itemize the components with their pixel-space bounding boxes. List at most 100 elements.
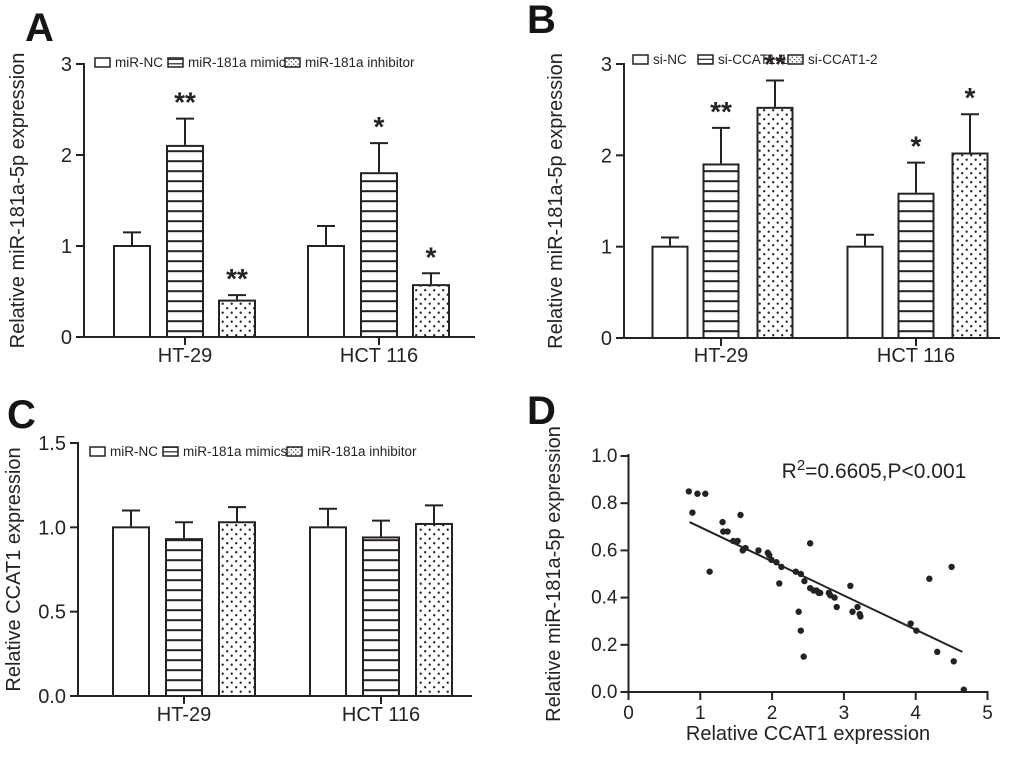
y-axis-title: Relative miR-181a-5p expression xyxy=(543,426,565,722)
bar xyxy=(309,526,347,697)
bar xyxy=(360,172,398,338)
significance-marker: ** xyxy=(764,48,786,79)
legend-label: miR-181a mimics xyxy=(183,444,288,459)
category-label: HT-29 xyxy=(694,345,748,367)
plot-area: 0.0 0.5 1.0 1.5 Relative CCAT1 expression miR… xyxy=(3,433,472,726)
data-point xyxy=(778,563,785,571)
data-point xyxy=(776,580,783,587)
plot-area: 0 1 2 3 4 5 0.0 0.2 0.4 0.6 0.8 1.0 Relative CCAT1 e… xyxy=(543,426,993,745)
panel-d: D 0 1 2 3 4 5 0.0 0.2 0.4 0.6 0.8 1.0 Relative CCAT1… xyxy=(510,379,1020,758)
data-point xyxy=(817,589,824,597)
category-label: HT-29 xyxy=(158,345,212,367)
bar xyxy=(218,521,256,697)
legend-item: si-NC xyxy=(632,52,687,67)
data-point xyxy=(719,518,726,526)
data-point xyxy=(833,603,840,611)
y-tick-label: 2 xyxy=(601,145,612,167)
data-point xyxy=(849,608,856,615)
legend-label: si-CCAT1-2 xyxy=(808,52,878,67)
data-point xyxy=(797,627,805,634)
y-tick-label: 1.5 xyxy=(38,433,66,455)
data-point xyxy=(702,490,709,497)
y-tick-label: 3 xyxy=(601,54,612,76)
plot-area: 0 1 2 3 Relative miR-181a-5p expression miR-N… xyxy=(7,53,475,367)
legend-label: si-NC xyxy=(653,52,687,67)
data-point xyxy=(797,570,805,578)
data-point xyxy=(685,488,693,495)
x-tick-label: 5 xyxy=(982,703,993,724)
x-axis-title: Relative CCAT1 expression xyxy=(686,723,930,745)
panel-d-label: D xyxy=(527,389,556,433)
legend-item: miR-181a mimics xyxy=(167,55,293,70)
data-point xyxy=(755,547,762,554)
legend-swatch-open xyxy=(94,57,111,68)
bar xyxy=(307,245,345,338)
data-point xyxy=(724,528,731,535)
data-point xyxy=(795,608,802,615)
bar xyxy=(846,245,884,340)
data-point xyxy=(768,556,775,564)
y-axis-title: Relative CCAT1 expression xyxy=(3,447,25,691)
data-point xyxy=(913,627,920,634)
y-tick-label: 0.4 xyxy=(591,588,618,609)
data-point xyxy=(737,511,744,519)
y-axis-title: Relative miR-181a-5p expression xyxy=(7,53,29,349)
x-tick-label: 2 xyxy=(767,703,778,724)
category-label: HT-29 xyxy=(157,704,211,726)
legend-swatch-dots xyxy=(284,57,301,68)
bar xyxy=(362,536,400,697)
data-point xyxy=(854,603,861,611)
bar xyxy=(897,192,935,339)
legend-swatch-dots xyxy=(286,446,303,457)
data-point xyxy=(801,577,808,585)
significance-marker: ** xyxy=(710,96,732,127)
data-point xyxy=(950,658,957,665)
data-point xyxy=(857,613,864,620)
legend-label: miR-NC xyxy=(115,55,163,70)
data-point xyxy=(960,686,968,693)
y-tick-label: 0.6 xyxy=(591,540,617,561)
legend-swatch-open xyxy=(632,54,649,65)
category-label: HCT 116 xyxy=(877,345,955,367)
legend-item: si-CCAT1-2 xyxy=(787,52,878,67)
panel-b-label: B xyxy=(527,0,556,42)
bar xyxy=(651,245,689,340)
bar xyxy=(412,284,450,339)
legend-label: miR-181a inhibitor xyxy=(305,55,415,70)
significance-marker: ** xyxy=(226,263,248,294)
y-tick-label: 0.5 xyxy=(38,602,66,624)
panel-b: B 0 1 2 3 Relative miR-181a-5p expression si-… xyxy=(510,0,1020,379)
bar xyxy=(165,538,203,697)
legend-swatch-hlines xyxy=(162,446,179,457)
bar xyxy=(113,245,151,338)
data-point xyxy=(926,575,933,582)
legend-item: miR-181a inhibitor xyxy=(284,55,415,70)
bar-chart-mir181a-expression-siccat1: 0 1 2 3 Relative miR-181a-5p expression si-NC… xyxy=(545,48,1000,367)
data-point xyxy=(742,544,749,552)
x-tick-label: 4 xyxy=(910,703,921,724)
significance-marker: * xyxy=(911,131,922,162)
data-point xyxy=(694,490,701,497)
plot-area: 0 1 2 3 Relative miR-181a-5p expression si-NC… xyxy=(545,48,1000,367)
bar xyxy=(756,106,794,339)
x-tick-label: 3 xyxy=(839,703,850,724)
panel-c: C 0.0 0.5 1.0 1.5 Relative CCAT1 expression m… xyxy=(0,379,510,758)
r-squared-annotation: R2=0.6605,P<0.001 xyxy=(782,457,967,483)
legend-swatch-dots xyxy=(787,54,804,65)
legend-swatch-open xyxy=(89,446,106,457)
legend-label: miR-181a inhibitor xyxy=(307,444,417,459)
bar xyxy=(951,152,989,339)
legend-item: miR-181a mimics xyxy=(162,444,288,459)
y-tick-label: 0 xyxy=(601,328,612,350)
category-label: HCT 116 xyxy=(340,345,418,367)
significance-marker: * xyxy=(426,241,437,272)
significance-marker: ** xyxy=(174,87,196,118)
legend-item: si-CCAT1-1 xyxy=(697,52,788,67)
bar xyxy=(218,299,256,339)
legend-item: miR-NC xyxy=(89,444,158,459)
y-tick-label: 0.0 xyxy=(591,682,617,703)
bar xyxy=(702,163,740,339)
data-point xyxy=(800,653,807,660)
data-point xyxy=(934,648,941,656)
